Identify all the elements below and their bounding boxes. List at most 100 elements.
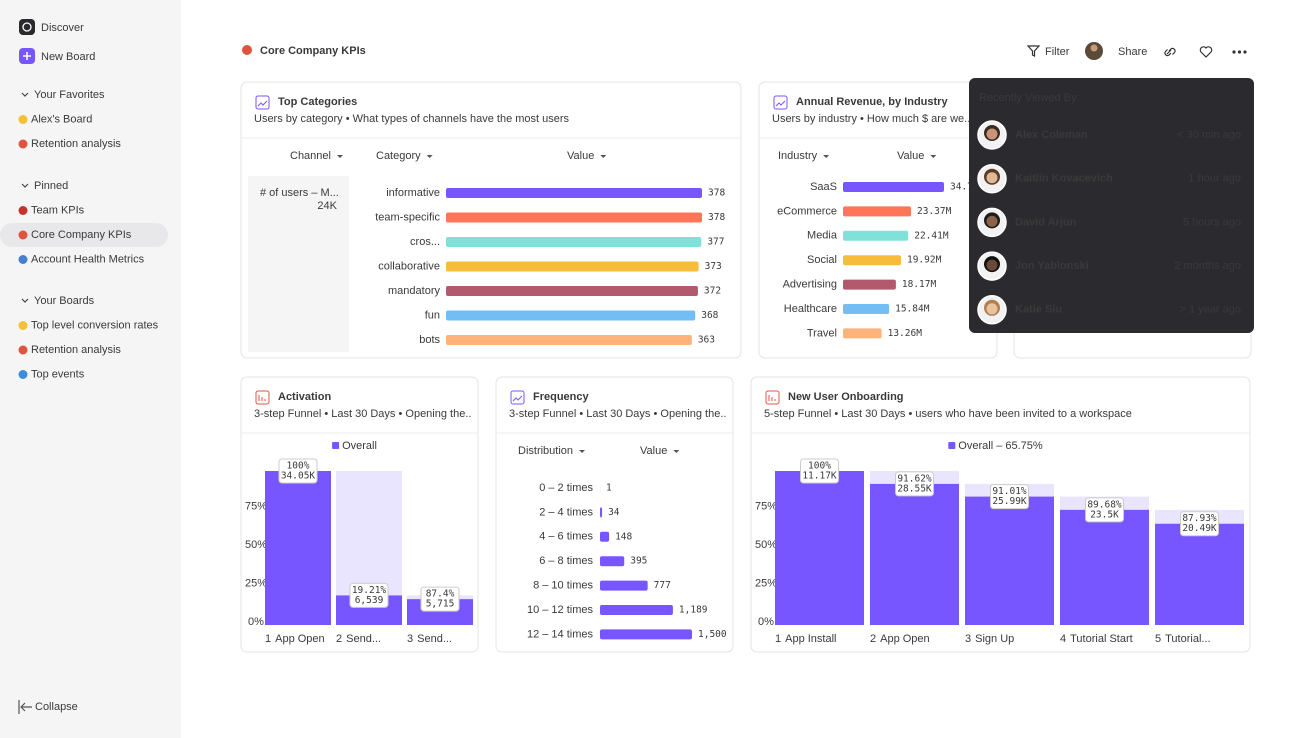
bar	[446, 261, 699, 272]
column-header[interactable]: Channel	[290, 150, 331, 162]
title-emoji	[242, 45, 252, 55]
viewer-time: < 30 min ago	[1177, 129, 1241, 141]
card-subtitle: 5-step Funnel • Last 30 Days • users who…	[764, 408, 1132, 420]
nav-item[interactable]: Team KPIs	[31, 204, 85, 216]
bar	[446, 286, 698, 296]
value-label: 368	[701, 310, 718, 321]
value-label: 363	[698, 335, 715, 346]
category-label: 6 – 8 times	[539, 555, 593, 567]
value-label: 91.01%	[992, 486, 1027, 497]
value-label: 372	[704, 286, 721, 297]
bar-group: SaaS 34.70M eCommerce 23.37M Media 22.41M Soci…	[777, 181, 985, 339]
value-label: 100%	[808, 461, 831, 472]
nav-item[interactable]: Account Health Metrics	[31, 253, 145, 265]
y-tick-label: 75%	[245, 500, 267, 512]
more-icon[interactable]	[1232, 50, 1247, 54]
share-button[interactable]: Share	[1118, 46, 1147, 58]
funnel-bar	[265, 471, 331, 625]
value-label: 395	[630, 556, 647, 567]
column-header[interactable]: Industry	[778, 150, 818, 162]
card-content: Top Categories Users by category • What t…	[254, 96, 570, 125]
value-box	[895, 471, 934, 497]
value-label: 34.70M	[950, 182, 985, 193]
bar	[843, 230, 909, 241]
bar	[446, 335, 692, 345]
category-label: mandatory	[388, 285, 440, 297]
nav-item[interactable]: Core Company KPIs	[31, 229, 132, 241]
nav-item[interactable]: Top level conversion rates	[31, 319, 159, 331]
step-label: App Open	[880, 633, 930, 645]
board-title: Core Company KPIs	[260, 45, 366, 57]
nav-item[interactable]: Retention analysis	[31, 344, 121, 356]
bar	[600, 507, 603, 518]
value-label: 18.17M	[902, 279, 937, 290]
card-title: New User Onboarding	[788, 391, 904, 403]
collapse-icon[interactable]	[18, 700, 32, 714]
avatar-face	[1090, 44, 1098, 52]
nav-item[interactable]: Top events	[31, 368, 85, 380]
count-label: 20.49K	[1182, 523, 1217, 534]
step-number: 2	[336, 633, 342, 645]
collapse-label[interactable]: Collapse	[35, 701, 78, 713]
y-tick-label: 75%	[755, 500, 777, 512]
column-header[interactable]: Value	[897, 150, 924, 162]
item-emoji	[18, 206, 28, 215]
bar	[600, 580, 648, 591]
value-label: 22.41M	[914, 230, 949, 241]
section-title: Pinned	[34, 180, 68, 192]
item-emoji	[18, 115, 28, 124]
category-label: Advertising	[783, 279, 837, 291]
sort-caret	[823, 155, 830, 158]
step-label: Tutorial Start	[1070, 633, 1133, 645]
card-icon-mark	[258, 395, 266, 401]
step-label: Sign Up	[975, 633, 1014, 645]
column-header[interactable]: Distribution	[518, 445, 573, 457]
card-icon-mark	[512, 395, 523, 402]
item-emoji	[18, 139, 28, 149]
viewer-time: 2 months ago	[1174, 260, 1241, 272]
filter-button[interactable]: Filter	[1045, 46, 1070, 58]
nav-item[interactable]: Discover	[41, 22, 84, 34]
sort-caret	[426, 155, 433, 158]
avatar-face	[986, 215, 998, 227]
filter-icon[interactable]	[1026, 45, 1041, 57]
value-box	[1085, 497, 1124, 523]
section-title: Your Boards	[34, 295, 95, 307]
link-icon[interactable]	[1164, 47, 1176, 57]
card-subtitle: Users by category • What types of channe…	[254, 113, 570, 125]
column-header[interactable]: Value	[640, 445, 667, 457]
y-tick-label: 50%	[245, 539, 267, 551]
bar	[600, 531, 610, 542]
category-label: Media	[807, 230, 838, 242]
value-label: 148	[615, 531, 632, 542]
card-title: Top Categories	[278, 96, 357, 108]
legend-swatch	[332, 442, 340, 449]
category-label: team-specific	[375, 211, 440, 223]
value-box	[800, 458, 839, 484]
heart-icon[interactable]	[1199, 46, 1213, 58]
legend-label: Overall – 65.75%	[958, 440, 1043, 452]
column-header[interactable]: Category	[376, 150, 421, 162]
category-label: Healthcare	[784, 303, 837, 315]
avatar-face	[986, 172, 998, 184]
count-label: 11.17K	[802, 471, 837, 482]
item-emoji	[18, 370, 28, 379]
step-label: Tutorial...	[1165, 633, 1210, 645]
viewer-name: Kaitlin Kovacevich	[1015, 173, 1113, 185]
card-subtitle: 3-step Funnel • Last 30 Days • Opening t…	[509, 408, 730, 420]
column-header[interactable]: Value	[567, 150, 594, 162]
channel-value: 24K	[317, 200, 337, 212]
value-label: 373	[705, 261, 722, 272]
value-label: 87.4%	[426, 589, 455, 600]
nav-item[interactable]: Retention analysis	[31, 138, 121, 150]
discover-icon-mark	[22, 22, 32, 32]
step-label: Send...	[417, 633, 452, 645]
viewer-name: Katie Siu	[1015, 304, 1062, 316]
category-label: 4 – 6 times	[539, 531, 593, 543]
bar	[843, 328, 882, 339]
bar	[446, 212, 702, 223]
nav-item[interactable]: Alex's Board	[31, 113, 92, 125]
nav-item[interactable]: New Board	[41, 51, 95, 63]
card-icon-mark	[257, 100, 268, 107]
